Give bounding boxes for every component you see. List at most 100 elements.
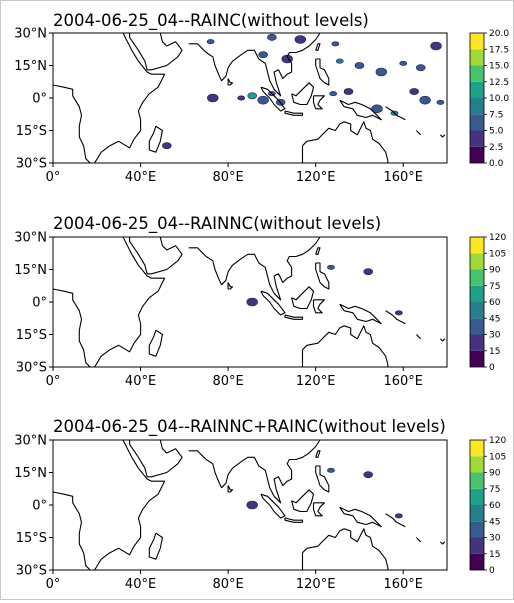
coastline (94, 237, 166, 367)
colorbar-segment (470, 33, 484, 50)
colorbar-segment (470, 553, 484, 570)
coastline (339, 99, 382, 121)
coastline (312, 299, 325, 314)
x-tick-label: 0° (46, 170, 61, 185)
coastline (148, 532, 163, 560)
x-tick-label: 120°E (296, 374, 336, 389)
colorbar-tick-label: 12.5 (489, 78, 509, 88)
colorbar-segment (470, 472, 484, 489)
y-tick-label: 15°S (16, 124, 47, 139)
rain-cell (394, 310, 403, 316)
colorbar-tick-label: 15 (489, 347, 500, 357)
coastline (315, 450, 321, 458)
x-tick-label: 120°E (296, 577, 336, 592)
coastline (53, 84, 91, 163)
colorbar-tick-label: 15.0 (489, 62, 509, 72)
chart-title: 2004-06-25_04--RAINC(without levels) (53, 11, 369, 31)
y-tick-label: 30°S (16, 157, 47, 172)
coastline (302, 121, 389, 163)
x-tick-label: 40°E (125, 374, 156, 389)
coastline (260, 493, 286, 519)
rain-cell (162, 142, 172, 150)
x-tick-label: 80°E (212, 170, 243, 185)
colorbar-tick-label: 0 (489, 566, 495, 576)
x-tick-label: 80°E (212, 577, 243, 592)
coastline (312, 502, 325, 517)
map-area (53, 440, 447, 570)
colorbar-tick-label: 7.5 (489, 110, 503, 120)
rain-cell (375, 67, 388, 77)
rain-cell (363, 268, 374, 276)
coastline (440, 541, 446, 545)
colorbar-tick-label: 105 (489, 249, 506, 259)
rain-cell (436, 99, 445, 105)
coastline (291, 82, 315, 106)
colorbar-tick-label: 90 (489, 266, 501, 276)
colorbar-segment (470, 98, 484, 115)
rain-cell (331, 41, 340, 47)
coastline (284, 517, 304, 523)
rain-cell (247, 92, 257, 100)
y-tick-label: 30°S (16, 361, 47, 376)
x-tick-label: 160°E (383, 374, 423, 389)
x-tick-label: 0° (46, 374, 61, 389)
y-tick-label: 15°N (14, 466, 47, 481)
coastline (315, 43, 321, 51)
coastline (416, 130, 422, 136)
colorbar-segment (470, 81, 484, 98)
y-tick-label: 30°N (14, 27, 47, 42)
y-tick-label: 30°S (16, 564, 47, 579)
x-tick-label: 40°E (125, 170, 156, 185)
rain-cell (354, 62, 365, 69)
coastline (385, 513, 406, 528)
rain-cell (394, 513, 403, 519)
rain-cell (207, 93, 219, 103)
rain-cell (430, 41, 442, 51)
coastline (129, 237, 183, 275)
coastline (339, 303, 382, 325)
coastline (302, 325, 389, 367)
coastline (385, 106, 406, 121)
colorbar-tick-label: 75 (489, 282, 500, 292)
colorbar-segment (470, 505, 484, 522)
y-tick-label: 15°S (16, 531, 47, 546)
coastline (385, 310, 406, 325)
coastline (188, 237, 321, 301)
coastline (416, 334, 422, 340)
rain-cell (329, 91, 338, 97)
rain-cell (267, 33, 277, 41)
coastline (284, 110, 304, 116)
y-tick-label: 0° (32, 296, 47, 311)
colorbar-tick-label: 60 (489, 501, 501, 511)
rain-cell (409, 88, 419, 95)
rain-cell (335, 58, 344, 64)
colorbar-tick-label: 120 (489, 436, 506, 446)
rain-cell (206, 39, 215, 45)
coastline (129, 440, 183, 478)
coastline (440, 338, 446, 342)
colorbar-segment (470, 130, 484, 147)
rain-cell (371, 104, 383, 114)
coastline (227, 282, 234, 290)
colorbar-segment (470, 350, 484, 367)
y-tick-label: 0° (32, 92, 47, 107)
coastline (284, 314, 304, 320)
coastline (440, 134, 446, 138)
y-tick-label: 15°S (16, 328, 47, 343)
map-area (53, 237, 447, 367)
colorbar-tick-label: 30 (489, 534, 501, 544)
colorbar-tick-label: 0.0 (489, 159, 504, 169)
x-tick-label: 40°E (125, 577, 156, 592)
chart-title: 2004-06-25_04--RAINNC(without levels) (53, 214, 381, 234)
coastline (312, 95, 325, 110)
colorbar-segment (470, 237, 484, 254)
colorbar-tick-label: 17.5 (489, 45, 509, 55)
colorbar-segment (470, 488, 484, 505)
colorbar-segment (470, 334, 484, 351)
colorbar-tick-label: 75 (489, 485, 500, 495)
coastline (260, 86, 286, 112)
coastline (148, 329, 163, 357)
y-tick-label: 15°N (14, 59, 47, 74)
colorbar-segment (470, 537, 484, 554)
